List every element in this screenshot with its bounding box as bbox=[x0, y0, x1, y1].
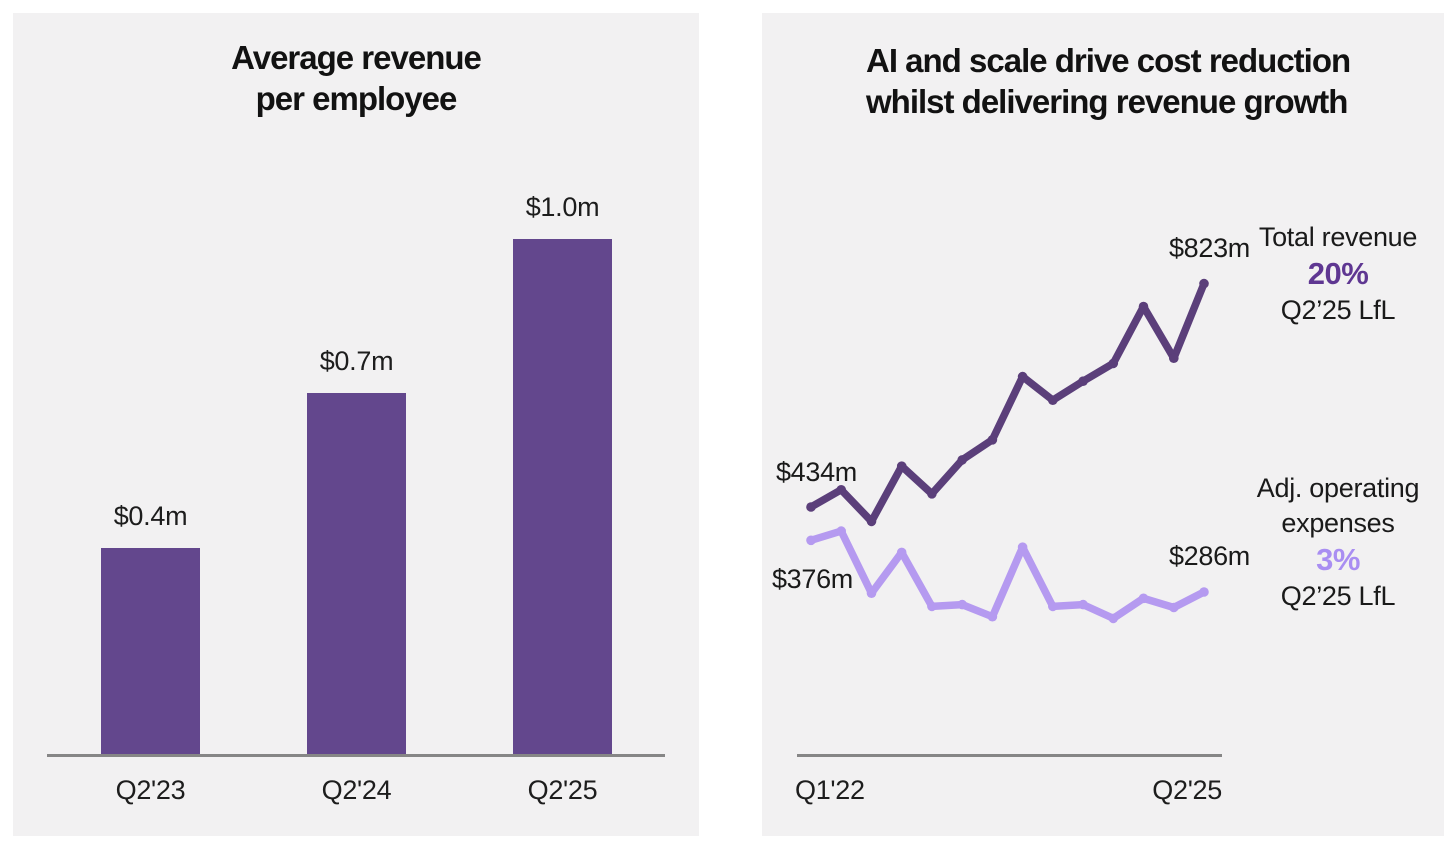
revenue-growth-pct: 20% bbox=[1307, 256, 1369, 291]
revenue-data-point bbox=[896, 461, 907, 472]
bar-chart-panel: Average revenue per employee $0.4m Q2'23… bbox=[13, 13, 699, 836]
revenue-growth-period: Q2’25 LfL bbox=[1280, 295, 1396, 325]
revenue-data-point bbox=[927, 489, 937, 499]
bar-q2-25 bbox=[513, 239, 612, 754]
opex-data-point bbox=[836, 526, 846, 536]
opex-data-point bbox=[1017, 542, 1028, 552]
bar-value-label: $1.0m bbox=[525, 192, 600, 222]
line-chart-title: AI and scale drive cost reduction whilst… bbox=[866, 42, 1351, 120]
bar-q2-24 bbox=[307, 393, 406, 754]
revenue-series-name: Total revenue bbox=[1258, 222, 1418, 252]
opex-start-label: $376m bbox=[771, 564, 853, 594]
opex-growth-period: Q2’25 LfL bbox=[1280, 581, 1396, 611]
revenue-data-point bbox=[1108, 358, 1119, 369]
opex-data-point bbox=[896, 547, 907, 558]
revenue-data-point bbox=[1017, 371, 1028, 382]
opex-data-point bbox=[1048, 601, 1058, 612]
revenue-annotation: Total revenue 20% Q2’25 LfL bbox=[1242, 220, 1434, 329]
revenue-data-point bbox=[1048, 395, 1058, 406]
opex-data-point bbox=[957, 599, 967, 610]
revenue-data-point bbox=[806, 502, 816, 512]
bar-q2-23 bbox=[101, 548, 200, 754]
revenue-data-point bbox=[836, 485, 846, 495]
opex-data-point bbox=[987, 611, 998, 622]
bar-value-label: $0.4m bbox=[113, 501, 188, 531]
bar-value-label: $0.7m bbox=[319, 346, 394, 376]
opex-annotation: Adj. operating expenses 3% Q2’25 LfL bbox=[1242, 471, 1434, 615]
revenue-start-label: $434m bbox=[775, 457, 857, 487]
x-tick-label: Q2'25 bbox=[527, 775, 598, 805]
revenue-data-point bbox=[1078, 376, 1088, 387]
revenue-data-point bbox=[1138, 301, 1149, 312]
revenue-line bbox=[807, 279, 1208, 526]
opex-end-label: $286m bbox=[1168, 541, 1250, 571]
x-axis bbox=[47, 754, 665, 757]
opex-data-point bbox=[866, 588, 877, 598]
revenue-data-point bbox=[1169, 353, 1179, 364]
opex-data-point bbox=[1199, 587, 1209, 597]
opex-data-point bbox=[1138, 593, 1149, 604]
x-tick-label: Q2'23 bbox=[115, 775, 186, 805]
opex-data-point bbox=[1169, 602, 1179, 613]
revenue-end-label: $823m bbox=[1168, 233, 1250, 263]
opex-line bbox=[807, 527, 1208, 623]
revenue-data-point bbox=[1199, 278, 1209, 289]
x-tick-label: Q2'24 bbox=[321, 775, 392, 805]
opex-data-point bbox=[806, 535, 816, 546]
revenue-data-point bbox=[957, 455, 967, 465]
x-tick-label-start: Q1'22 bbox=[795, 775, 865, 805]
opex-data-point bbox=[1078, 599, 1088, 610]
bar-chart-title: Average revenue per employee bbox=[231, 39, 482, 117]
opex-series-name: Adj. operating expenses bbox=[1256, 473, 1420, 538]
x-axis bbox=[797, 754, 1222, 757]
line-chart-canvas bbox=[806, 278, 1209, 624]
opex-data-point bbox=[1108, 613, 1119, 624]
revenue-data-point bbox=[866, 516, 877, 527]
x-tick-label-end: Q2'25 bbox=[1152, 775, 1222, 805]
revenue-data-point bbox=[987, 435, 998, 445]
opex-data-point bbox=[927, 601, 937, 612]
line-chart-panel: AI and scale drive cost reduction whilst… bbox=[762, 13, 1444, 836]
opex-growth-pct: 3% bbox=[1316, 542, 1360, 577]
